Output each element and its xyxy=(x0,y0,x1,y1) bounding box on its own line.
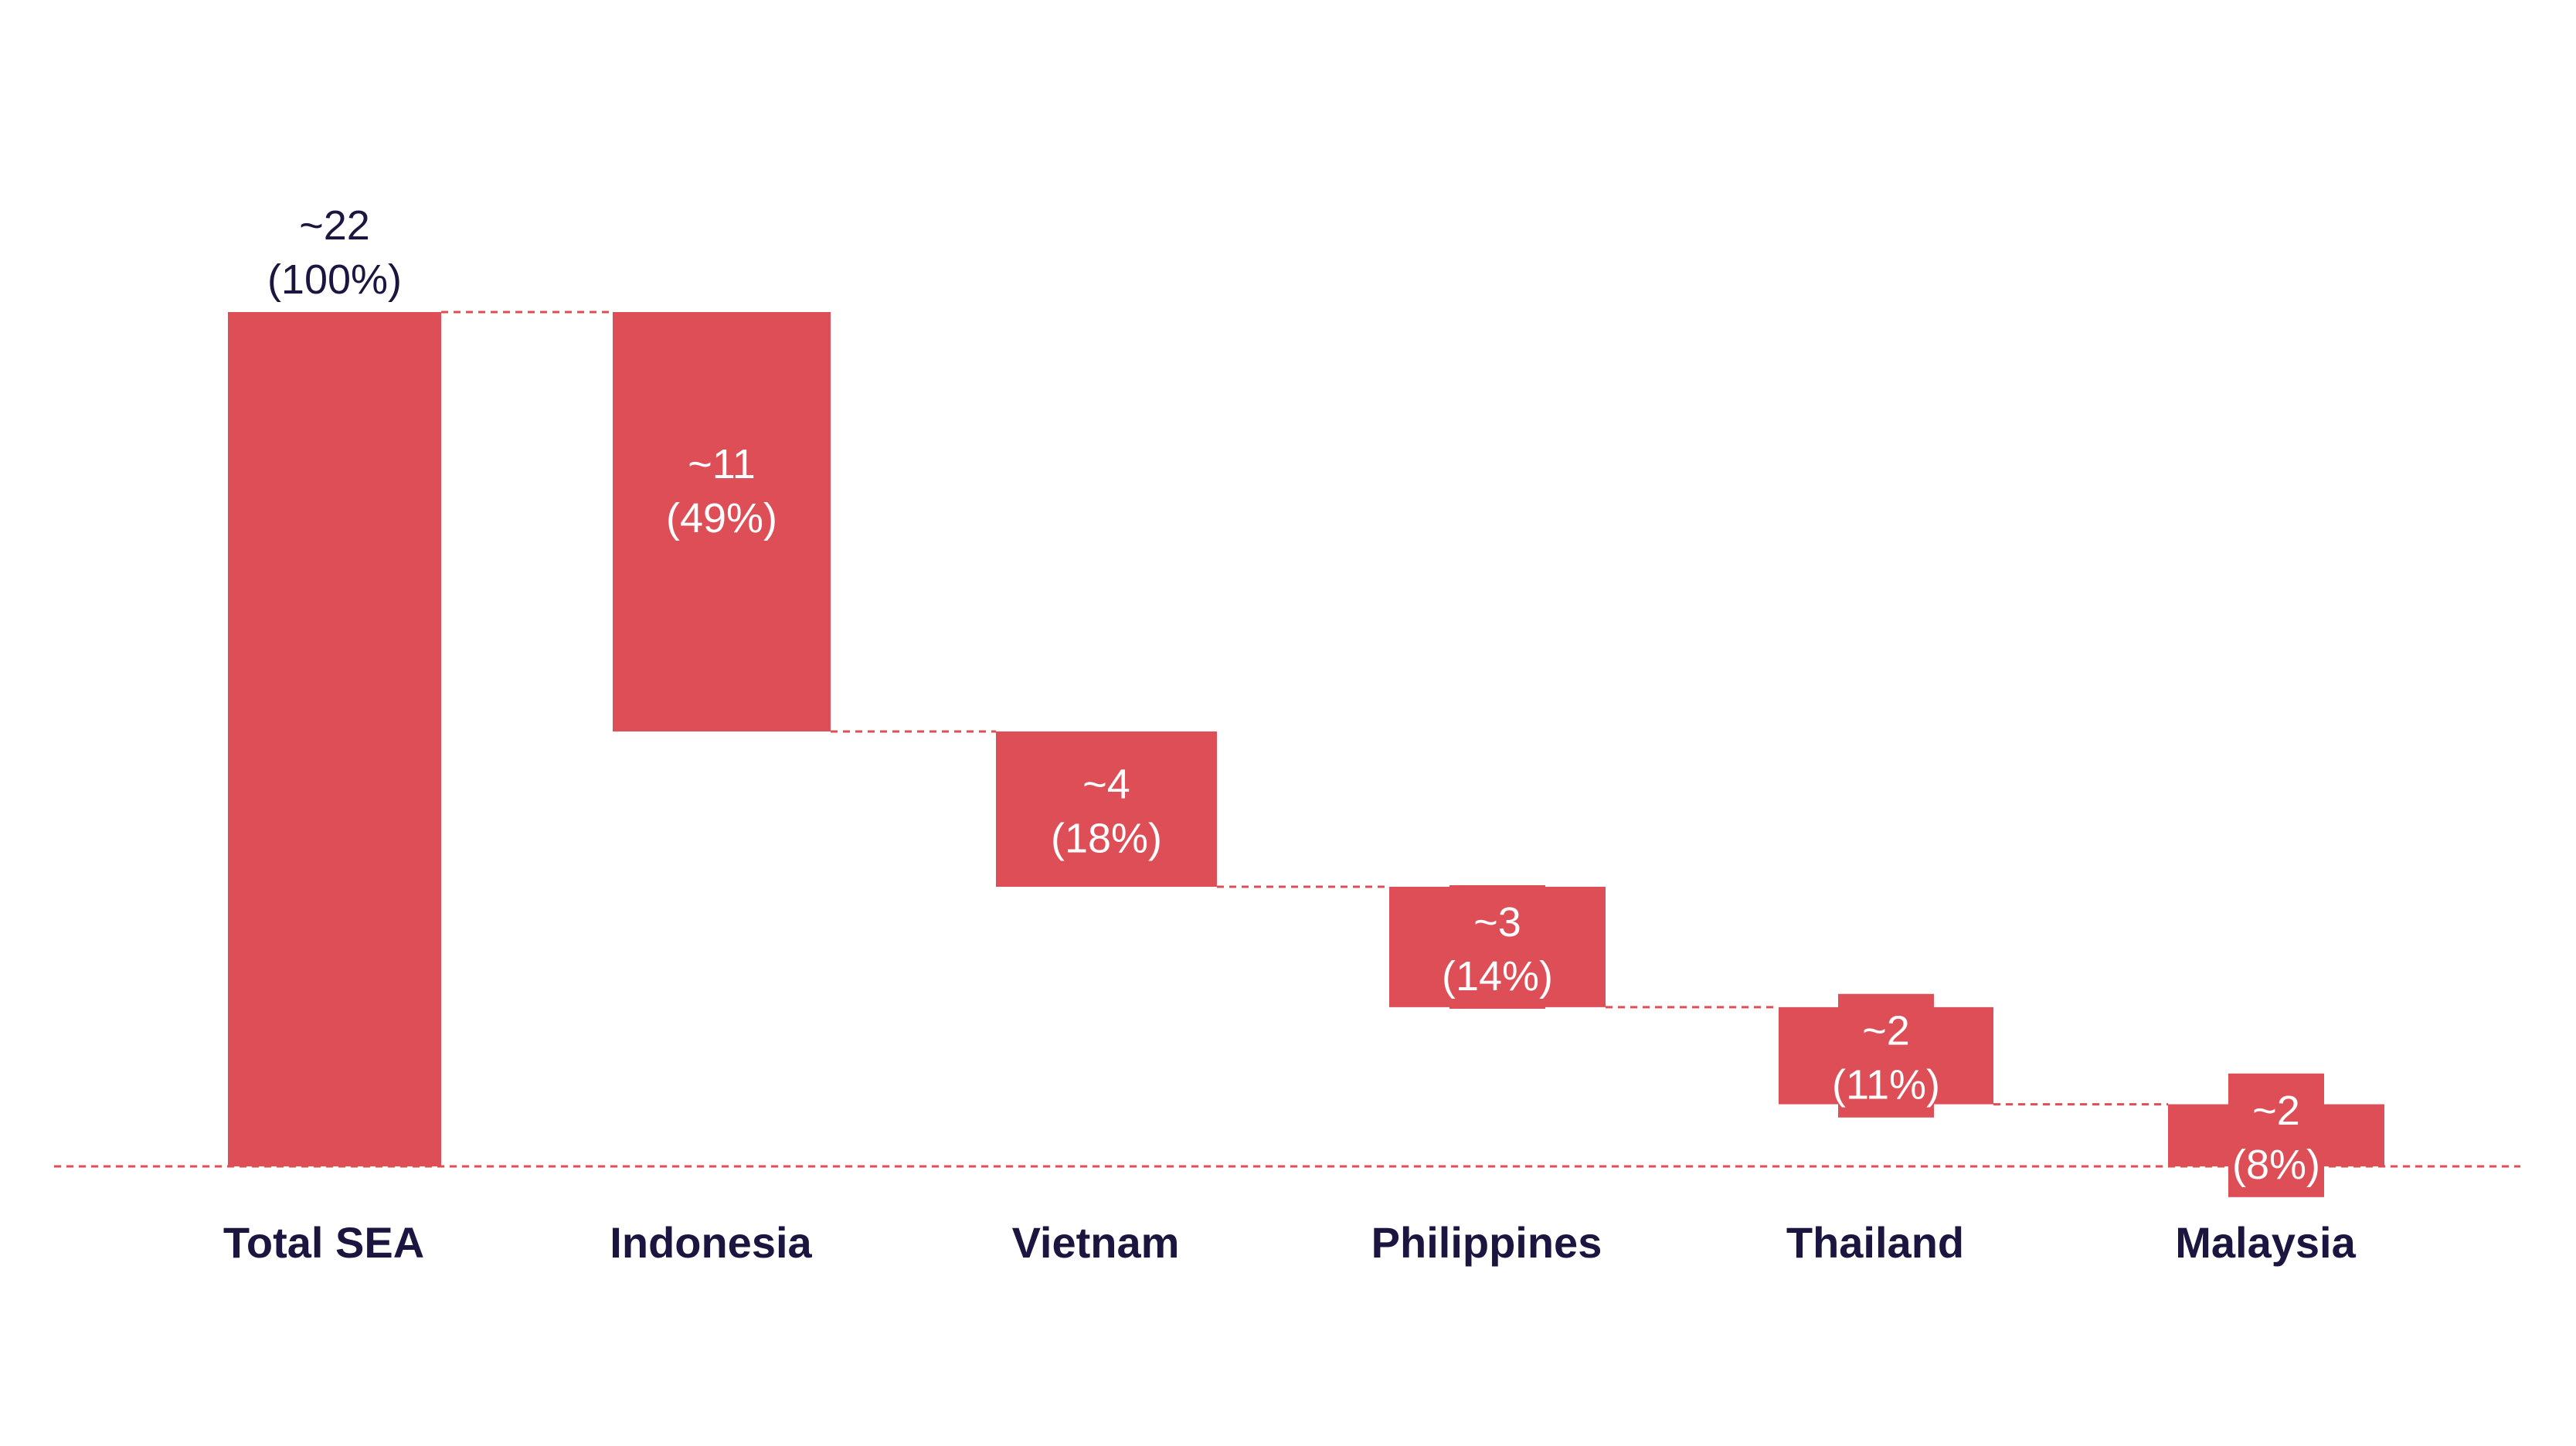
connector-lines xyxy=(54,311,2520,1168)
data-label-pct-philippines: (14%) xyxy=(1442,953,1553,1000)
data-label-value-indonesia: ~11 xyxy=(688,441,756,487)
data-label-pct-malaysia: (8%) xyxy=(2232,1142,2320,1188)
bars xyxy=(228,312,2384,1197)
bar-indonesia xyxy=(613,312,831,731)
data-label-pct-vietnam: (18%) xyxy=(1051,815,1162,861)
category-label-thailand: Thailand xyxy=(1786,1218,1964,1267)
category-label-indonesia: Indonesia xyxy=(610,1218,812,1267)
label-backdrop-thailand xyxy=(1838,993,1934,1118)
category-label-philippines: Philippines xyxy=(1371,1218,1602,1267)
label-backdrop-malaysia xyxy=(2228,1073,2324,1197)
bar-vietnam xyxy=(996,731,1217,888)
category-label-total-sea: Total SEA xyxy=(223,1218,424,1267)
category-label-malaysia: Malaysia xyxy=(2175,1218,2356,1267)
data-label-value-thailand: ~2 xyxy=(1862,1008,1910,1054)
category-label-vietnam: Vietnam xyxy=(1012,1218,1180,1267)
data-label-pct-total-sea: (100%) xyxy=(267,256,402,303)
data-label-value-total-sea: ~22 xyxy=(299,202,370,249)
category-labels: Total SEA Indonesia Vietnam Philippines Thai… xyxy=(223,1218,2357,1267)
data-labels: ~22 (100%) ~11 (49%) ~4 (18%) ~3 (14%) ~2 (11%) ~2… xyxy=(267,202,2320,1188)
data-label-pct-thailand: (11%) xyxy=(1832,1062,1940,1108)
data-label-value-philippines: ~3 xyxy=(1473,899,1521,945)
data-label-value-malaysia: ~2 xyxy=(2252,1088,2300,1134)
label-backdrop-philippines xyxy=(1449,884,1545,1009)
bar-total-sea xyxy=(228,312,441,1166)
data-label-value-vietnam: ~4 xyxy=(1082,761,1130,807)
data-label-pct-indonesia: (49%) xyxy=(666,495,777,541)
